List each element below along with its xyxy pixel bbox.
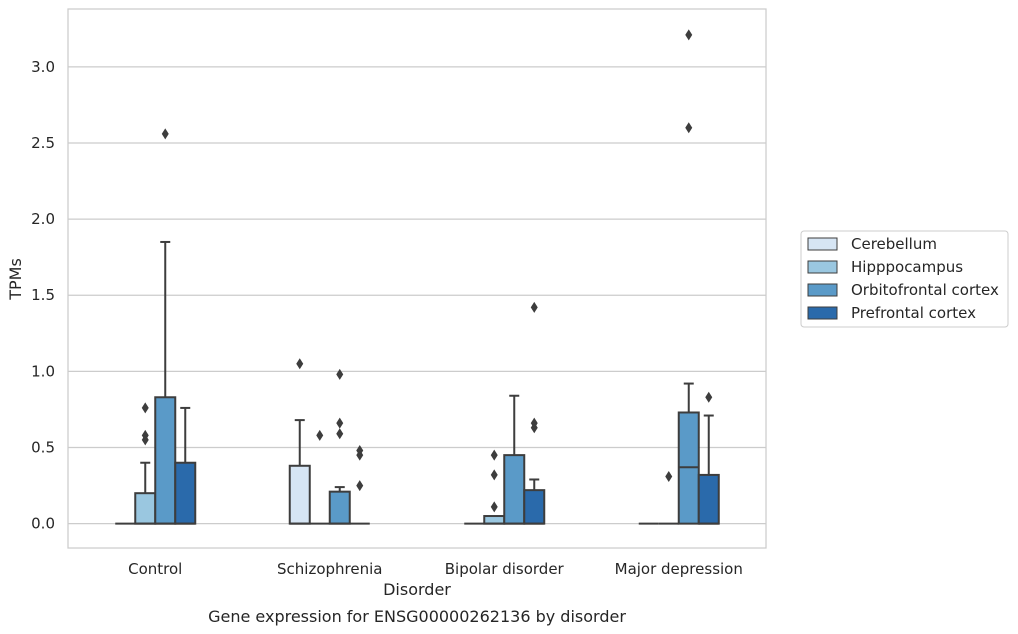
legend-swatch [807, 237, 838, 251]
iqr-box [697, 473, 720, 525]
box-orbitofrontal-cortex [677, 29, 700, 525]
outlier-point [356, 480, 364, 492]
legend-item-orbitofrontal-cortex: Orbitofrontal cortex [807, 281, 999, 299]
legend-swatch [807, 283, 838, 297]
box-prefrontal-cortex [697, 391, 720, 525]
legend-item-hipppocampus: Hipppocampus [807, 258, 963, 276]
legend-frame [800, 230, 1009, 328]
plot-area-frame [67, 8, 767, 549]
box-prefrontal-cortex [523, 301, 546, 525]
outlier-point [685, 29, 693, 41]
y-tick-label: 0.0 [31, 515, 55, 533]
y-tick-label: 1.5 [31, 286, 55, 304]
outlier-point [705, 391, 713, 403]
outlier-point [336, 428, 344, 440]
box-orbitofrontal-cortex [328, 368, 351, 525]
box-prefrontal-cortex [174, 406, 197, 525]
iqr-box [154, 396, 177, 525]
box-cerebellum [288, 358, 311, 525]
y-tick-label: 3.0 [31, 58, 55, 76]
iqr-box [503, 454, 526, 525]
legend-label: Hipppocampus [851, 258, 963, 276]
outlier-point [296, 358, 304, 370]
iqr-box [134, 492, 157, 525]
legend-label: Cerebellum [851, 235, 937, 253]
outlier-point [530, 301, 538, 313]
outlier-point [336, 417, 344, 429]
x-tick-label: Schizophrenia [277, 560, 382, 578]
y-tick-label: 2.5 [31, 134, 55, 152]
iqr-box [328, 490, 351, 525]
outlier-point [665, 470, 673, 482]
outlier-point [161, 128, 169, 140]
iqr-box [523, 489, 546, 525]
box-prefrontal-cortex [349, 445, 370, 525]
legend-item-prefrontal-cortex: Prefrontal cortex [807, 304, 976, 322]
outlier-point [685, 122, 693, 134]
outlier-point [530, 417, 538, 429]
iqr-box [174, 461, 197, 525]
legend-label: Prefrontal cortex [851, 304, 976, 322]
legend-label: Orbitofrontal cortex [851, 281, 999, 299]
box-hipppocampus [309, 429, 330, 525]
x-axis-title: Disorder [383, 580, 451, 599]
iqr-box [483, 515, 506, 525]
legend-item-cerebellum: Cerebellum [807, 235, 937, 253]
y-tick-label: 1.0 [31, 362, 55, 380]
box-hipppocampus [658, 470, 679, 525]
y-tick-label: 2.0 [31, 210, 55, 228]
outlier-point [336, 368, 344, 380]
box-orbitofrontal-cortex [154, 128, 177, 525]
iqr-box [288, 464, 311, 525]
outlier-point [490, 469, 498, 481]
legend: Cerebellum Hipppocampus Orbitofrontal cort… [800, 230, 1009, 328]
legend-swatch [807, 306, 838, 320]
box-marks [115, 29, 720, 525]
x-axis-ticks: Control Schizophrenia Bipolar disorder Majo… [128, 560, 743, 578]
y-axis-title: TPMs [6, 258, 25, 301]
x-tick-label: Bipolar disorder [445, 560, 565, 578]
y-tick-label: 0.5 [31, 439, 55, 457]
outlier-point [141, 402, 149, 414]
x-tick-label: Control [128, 560, 182, 578]
outlier-point [316, 429, 324, 441]
chart-caption: Gene expression for ENSG00000262136 by d… [208, 607, 626, 626]
outlier-point [490, 501, 498, 513]
x-tick-label: Major depression [615, 560, 743, 578]
outlier-point [490, 449, 498, 461]
outlier-point [356, 445, 364, 457]
legend-swatch [807, 260, 838, 274]
outlier-point [141, 429, 149, 441]
y-axis-ticks: 0.0 0.5 1.0 1.5 2.0 2.5 3.0 [31, 58, 55, 533]
